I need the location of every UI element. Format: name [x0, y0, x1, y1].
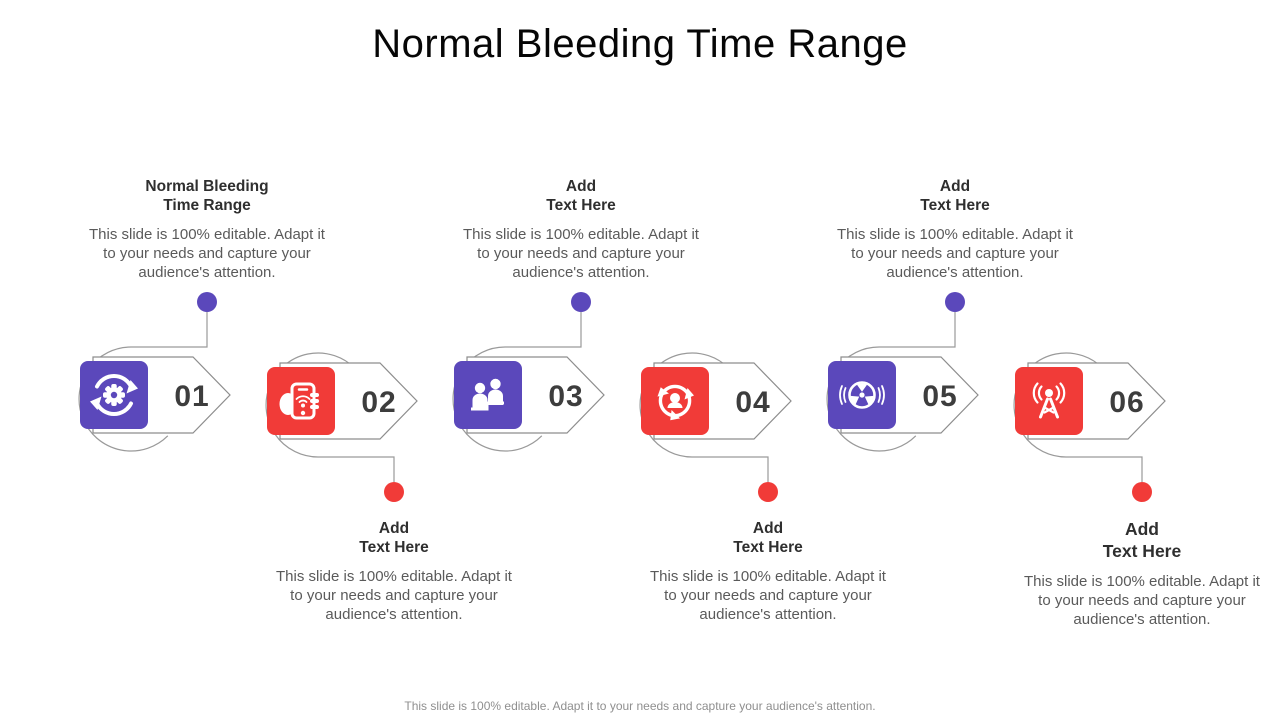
text-block-step-03: Add Text Here This slide is 100% editabl…: [455, 177, 707, 282]
icon-tile: [1015, 367, 1083, 435]
step-body: This slide is 100% editable. Adapt it to…: [89, 225, 325, 281]
step-number: 01: [174, 380, 209, 413]
step-heading: Add Text Here: [1102, 519, 1182, 561]
step-heading: Normal Bleeding Time Range: [145, 178, 269, 215]
icon-tile: [454, 361, 522, 429]
step-heading: Add Text Here: [733, 520, 803, 557]
step-body: This slide is 100% editable. Adapt it to…: [276, 567, 512, 623]
step-body: This slide is 100% editable. Adapt it to…: [1024, 572, 1260, 628]
antenna-broadcast-icon: [1032, 382, 1066, 419]
step-number: 04: [735, 386, 770, 419]
sync-gear-icon: [88, 373, 140, 417]
connector-dot: [758, 482, 778, 502]
step-heading: Add Text Here: [920, 178, 990, 215]
step-number: 02: [361, 386, 396, 419]
slide-title: Normal Bleeding Time Range: [372, 22, 908, 66]
meeting-people-icon: [471, 378, 504, 411]
text-block-step-05: Add Text Here This slide is 100% editabl…: [829, 177, 1081, 282]
slide-footer-note: This slide is 100% editable. Adapt it to…: [404, 699, 876, 713]
step-number: 05: [922, 380, 957, 413]
timeline-step-06: 06: [1013, 352, 1166, 502]
user-sync-icon: [651, 383, 696, 427]
connector-dot: [571, 292, 591, 312]
connector-dot: [1132, 482, 1152, 502]
radiation-icon: [839, 381, 885, 409]
text-block-step-06: Add Text Here This slide is 100% editabl…: [1016, 519, 1268, 629]
connector-dot: [197, 292, 217, 312]
timeline-step-02: 02: [265, 352, 418, 502]
connector-dot: [945, 292, 965, 312]
step-number: 06: [1109, 386, 1144, 419]
timeline-step-05: 05: [826, 292, 979, 452]
text-block-step-02: Add Text Here This slide is 100% editabl…: [268, 519, 520, 624]
connector-dot: [384, 482, 404, 502]
timeline-step-03: 03: [452, 292, 605, 452]
step-heading: Add Text Here: [359, 520, 429, 557]
step-body: This slide is 100% editable. Adapt it to…: [463, 225, 699, 281]
text-block-step-01: Normal Bleeding Time Range This slide is…: [81, 177, 333, 282]
text-block-step-04: Add Text Here This slide is 100% editabl…: [642, 519, 894, 624]
step-body: This slide is 100% editable. Adapt it to…: [650, 567, 886, 623]
step-heading: Add Text Here: [546, 178, 616, 215]
step-body: This slide is 100% editable. Adapt it to…: [837, 225, 1073, 281]
timeline-step-04: 04: [639, 352, 792, 502]
timeline-step-01: 01: [78, 292, 231, 452]
step-number: 03: [548, 380, 583, 413]
phone-wifi-icon: [279, 382, 319, 420]
